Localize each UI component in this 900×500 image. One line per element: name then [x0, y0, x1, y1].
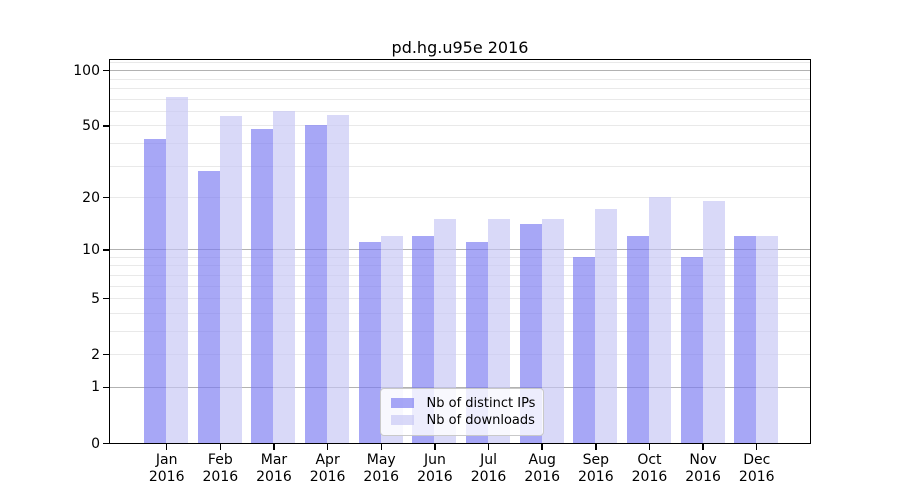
- x-tick: [219, 444, 222, 450]
- y-gridline-minor: [109, 98, 810, 100]
- legend-item: Nb of downloads: [390, 412, 535, 429]
- x-tick: [541, 444, 543, 450]
- x-tick: [434, 444, 436, 450]
- y-gridline-minor: [109, 330, 810, 332]
- y-gridline-minor: [109, 312, 810, 314]
- bar-downloads-dec: [756, 235, 779, 443]
- bar-ips-sep: [573, 256, 596, 443]
- bar-ips-mar: [251, 128, 274, 443]
- bar-ips-nov: [680, 256, 703, 443]
- y-gridline-minor: [109, 265, 810, 267]
- x-tick-label: Jan 2016: [148, 452, 185, 485]
- x-tick-label: Jul 2016: [470, 452, 507, 485]
- y-gridline-minor: [109, 354, 810, 356]
- y-gridline-major: [109, 249, 810, 251]
- x-tick-label: Oct 2016: [631, 452, 668, 485]
- x-tick-label: Apr 2016: [309, 452, 346, 485]
- x-tick: [487, 444, 490, 450]
- x-tick: [165, 444, 168, 450]
- bar-downloads-feb: [219, 116, 242, 443]
- x-tick: [702, 444, 704, 450]
- y-gridline-minor: [109, 274, 810, 276]
- x-tick-label: Aug 2016: [524, 452, 560, 485]
- bar-ips-apr: [305, 125, 328, 443]
- y-tick-label: 5: [91, 290, 100, 307]
- y-tick: [103, 69, 110, 72]
- y-tick: [103, 125, 110, 127]
- chart-title: pd.hg.u95e 2016: [391, 38, 529, 57]
- y-tick-label: 20: [82, 189, 100, 206]
- bar-ips-dec: [734, 235, 757, 443]
- legend-item: Nb of distinct IPs: [390, 395, 536, 412]
- x-tick: [648, 444, 651, 450]
- bar-ips-jan: [144, 139, 167, 443]
- y-gridline-minor: [109, 197, 810, 198]
- x-tick-label: Mar 2016: [256, 452, 292, 485]
- bar-downloads-sep: [595, 209, 618, 443]
- y-gridline-minor: [109, 142, 810, 144]
- bar-ips-feb: [197, 170, 220, 443]
- y-tick: [103, 249, 110, 251]
- bar-downloads-aug: [541, 218, 564, 443]
- y-tick: [103, 353, 110, 356]
- legend-label: Nb of distinct IPs: [426, 395, 536, 411]
- y-tick-label: 2: [91, 346, 100, 363]
- y-gridline-minor: [109, 110, 810, 112]
- y-tick: [103, 297, 110, 300]
- x-tick-label: Dec 2016: [738, 452, 775, 485]
- legend: Nb of distinct IPs Nb of downloads: [379, 387, 544, 436]
- x-tick-label: May 2016: [363, 452, 400, 485]
- y-gridline-minor: [109, 165, 810, 167]
- x-tick: [755, 444, 758, 450]
- x-tick: [326, 444, 329, 450]
- y-tick: [103, 386, 110, 389]
- x-tick: [595, 444, 597, 450]
- y-tick-label: 0: [91, 435, 100, 452]
- y-tick-label: 50: [82, 117, 100, 134]
- bar-downloads-apr: [327, 114, 350, 443]
- legend-label: Nb of downloads: [426, 412, 535, 428]
- x-tick-label: Nov 2016: [685, 452, 721, 485]
- y-gridline-minor: [109, 298, 810, 300]
- x-tick-label: Feb 2016: [202, 452, 239, 485]
- y-gridline-minor: [109, 256, 810, 258]
- bar-downloads-jul: [488, 218, 511, 443]
- y-tick-label: 100: [73, 62, 100, 79]
- y-gridline-minor: [109, 285, 810, 287]
- y-gridline-minor: [109, 87, 810, 89]
- bar-downloads-mar: [273, 110, 296, 443]
- x-tick: [273, 444, 275, 450]
- y-gridline-minor: [109, 62, 810, 64]
- bar-downloads-jun: [434, 218, 457, 443]
- y-gridline-minor: [109, 78, 810, 80]
- plot-area: Nb of distinct IPs Nb of downloads: [108, 58, 811, 444]
- y-tick-label: 10: [82, 241, 100, 258]
- x-tick: [380, 444, 382, 450]
- x-tick-label: Sep 2016: [577, 452, 614, 485]
- bar-downloads-jan: [166, 97, 189, 443]
- downloads-swatch: [390, 415, 414, 425]
- y-tick-label: 1: [91, 379, 100, 396]
- y-gridline-minor: [109, 125, 810, 127]
- bar-downloads-nov: [702, 200, 725, 443]
- y-gridline-major: [109, 70, 810, 72]
- bar-downloads-oct: [648, 197, 671, 443]
- y-tick: [103, 442, 110, 445]
- y-tick: [103, 196, 110, 199]
- bar-ips-oct: [626, 235, 649, 443]
- x-tick-label: Jun 2016: [417, 452, 453, 485]
- bar-ips-may: [358, 242, 381, 443]
- ips-swatch: [390, 398, 414, 408]
